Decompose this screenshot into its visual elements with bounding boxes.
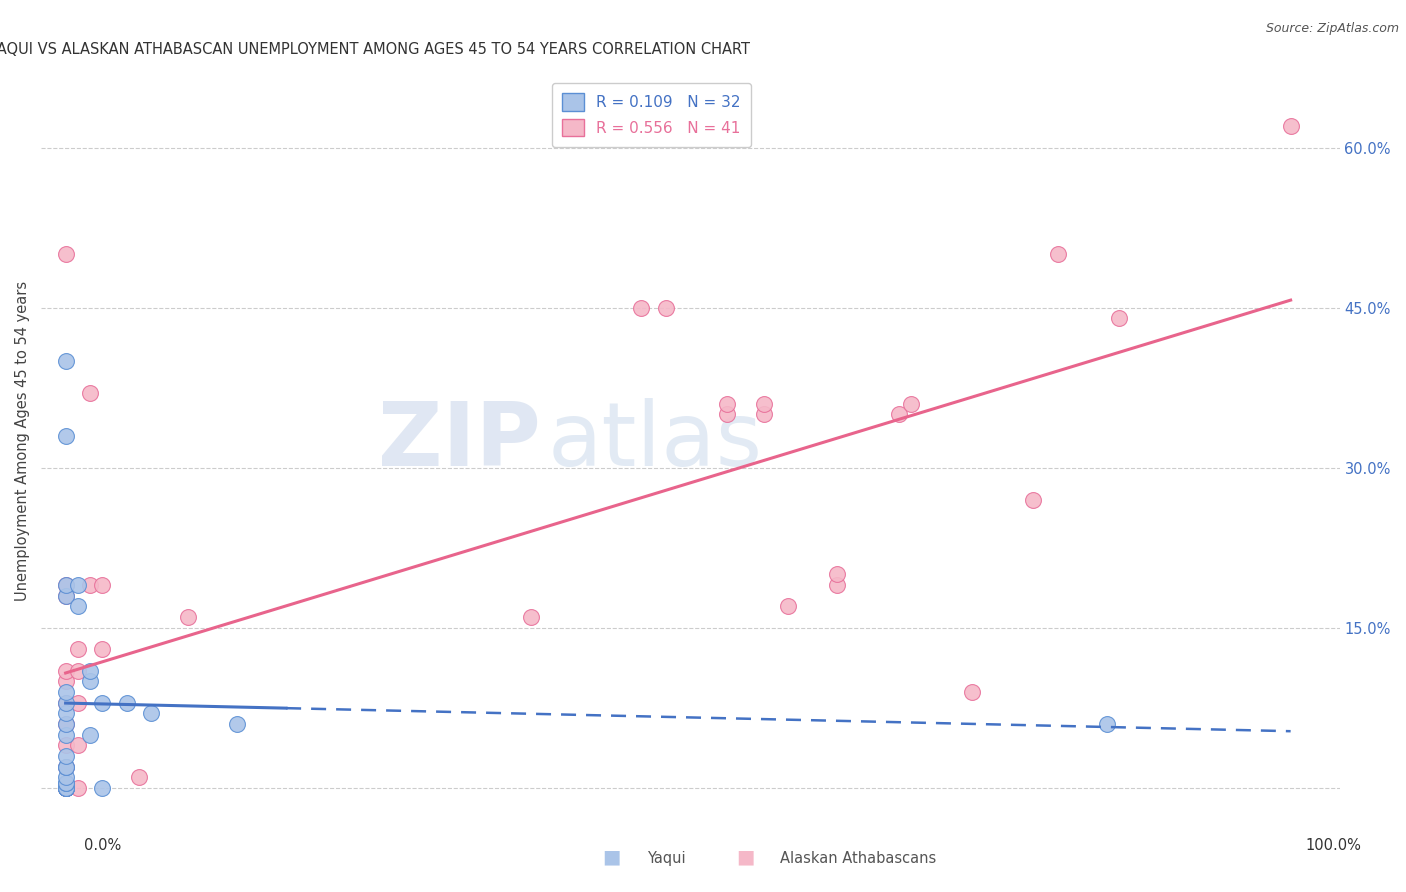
Point bbox=[55, 706, 77, 721]
Text: YAQUI VS ALASKAN ATHABASCAN UNEMPLOYMENT AMONG AGES 45 TO 54 YEARS CORRELATION C: YAQUI VS ALASKAN ATHABASCAN UNEMPLOYMENT… bbox=[0, 42, 751, 57]
Point bbox=[1108, 311, 1130, 326]
Point bbox=[1095, 717, 1118, 731]
Point bbox=[91, 696, 114, 710]
Text: atlas: atlas bbox=[547, 398, 762, 484]
Point bbox=[55, 685, 77, 699]
Point bbox=[55, 780, 77, 795]
Point bbox=[55, 738, 77, 752]
Point bbox=[55, 780, 77, 795]
Text: ■: ■ bbox=[602, 847, 621, 866]
Point bbox=[55, 780, 77, 795]
Point bbox=[55, 696, 77, 710]
Point bbox=[55, 780, 77, 795]
Point bbox=[55, 674, 77, 689]
Point bbox=[55, 429, 77, 443]
Point bbox=[55, 759, 77, 773]
Point bbox=[55, 578, 77, 592]
Point bbox=[55, 770, 77, 784]
Point bbox=[55, 780, 77, 795]
Point bbox=[66, 642, 89, 657]
Point bbox=[55, 759, 77, 773]
Point bbox=[226, 717, 249, 731]
Point bbox=[716, 408, 738, 422]
Point bbox=[79, 578, 101, 592]
Legend: R = 0.109   N = 32, R = 0.556   N = 41: R = 0.109 N = 32, R = 0.556 N = 41 bbox=[551, 83, 751, 147]
Point bbox=[79, 727, 101, 741]
Point bbox=[55, 748, 77, 763]
Point bbox=[1046, 247, 1069, 261]
Point bbox=[827, 578, 849, 592]
Point bbox=[55, 780, 77, 795]
Point bbox=[752, 397, 775, 411]
Point bbox=[716, 397, 738, 411]
Point bbox=[55, 759, 77, 773]
Point bbox=[55, 247, 77, 261]
Text: ZIP: ZIP bbox=[378, 398, 541, 484]
Point bbox=[1279, 120, 1302, 134]
Point bbox=[900, 397, 922, 411]
Text: Yaqui: Yaqui bbox=[647, 851, 685, 865]
Point bbox=[55, 775, 77, 789]
Point bbox=[752, 408, 775, 422]
Point bbox=[778, 599, 800, 614]
Point bbox=[520, 610, 543, 624]
Point bbox=[55, 717, 77, 731]
Text: ■: ■ bbox=[735, 847, 755, 866]
Point bbox=[177, 610, 200, 624]
Point bbox=[141, 706, 163, 721]
Point bbox=[66, 578, 89, 592]
Point bbox=[128, 770, 150, 784]
Point bbox=[55, 354, 77, 368]
Point bbox=[827, 567, 849, 582]
Point bbox=[55, 696, 77, 710]
Point bbox=[66, 664, 89, 678]
Point bbox=[55, 775, 77, 789]
Text: Source: ZipAtlas.com: Source: ZipAtlas.com bbox=[1265, 22, 1399, 36]
Point bbox=[655, 301, 678, 315]
Point bbox=[55, 589, 77, 603]
Y-axis label: Unemployment Among Ages 45 to 54 years: Unemployment Among Ages 45 to 54 years bbox=[15, 281, 30, 601]
Point bbox=[91, 578, 114, 592]
Point bbox=[55, 589, 77, 603]
Point bbox=[630, 301, 652, 315]
Point bbox=[79, 386, 101, 401]
Point bbox=[66, 599, 89, 614]
Point bbox=[115, 696, 138, 710]
Point bbox=[55, 780, 77, 795]
Point bbox=[79, 674, 101, 689]
Point bbox=[91, 642, 114, 657]
Text: 100.0%: 100.0% bbox=[1305, 838, 1361, 853]
Point bbox=[66, 738, 89, 752]
Point bbox=[55, 717, 77, 731]
Point bbox=[55, 727, 77, 741]
Point bbox=[66, 696, 89, 710]
Point bbox=[55, 664, 77, 678]
Point bbox=[55, 578, 77, 592]
Text: 0.0%: 0.0% bbox=[84, 838, 121, 853]
Point bbox=[960, 685, 983, 699]
Point bbox=[55, 780, 77, 795]
Point bbox=[887, 408, 910, 422]
Point bbox=[91, 780, 114, 795]
Point bbox=[66, 780, 89, 795]
Point bbox=[55, 780, 77, 795]
Point bbox=[55, 780, 77, 795]
Point bbox=[79, 664, 101, 678]
Point bbox=[1022, 492, 1045, 507]
Text: Alaskan Athabascans: Alaskan Athabascans bbox=[780, 851, 936, 865]
